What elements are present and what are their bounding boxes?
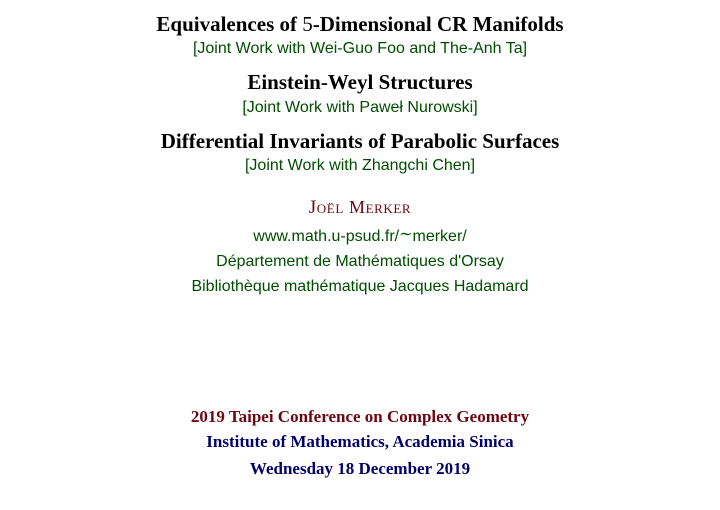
talk-title-2: Einstein-Weyl Structures bbox=[247, 68, 472, 96]
author-name: Joël Merker bbox=[191, 197, 528, 219]
joint-work-2: [Joint Work with Paweł Nurowski] bbox=[242, 99, 477, 117]
title-text: -Dimensional CR Manifolds bbox=[313, 12, 564, 36]
talk-title-3: Differential Invariants of Parabolic Sur… bbox=[161, 127, 560, 155]
author-library: Bibliothèque mathématique Jacques Hadama… bbox=[191, 278, 528, 296]
author-dept: Département de Mathématiques d'Orsay bbox=[191, 253, 528, 271]
joint-work-1: [Joint Work with Wei-Guo Foo and The-Anh… bbox=[193, 40, 527, 58]
talk-title-1: Equivalences of 5-Dimensional CR Manifol… bbox=[156, 10, 563, 38]
tilde-icon: ∼ bbox=[399, 226, 412, 243]
joint-work-3: [Joint Work with Zhangchi Chen] bbox=[245, 157, 475, 175]
title-text: Equivalences of bbox=[156, 12, 302, 36]
author-rest: oël Merker bbox=[317, 197, 411, 217]
url-post: merker/ bbox=[413, 228, 467, 245]
author-url: www.math.u-psud.fr/∼merker/ bbox=[191, 226, 528, 246]
author-block: Joël Merker www.math.u-psud.fr/∼merker/ … bbox=[191, 197, 528, 296]
author-initial: J bbox=[309, 197, 317, 218]
conference-date: Wednesday 18 December 2019 bbox=[191, 456, 529, 482]
url-pre: www.math.u-psud.fr/ bbox=[253, 228, 399, 245]
title-number: 5 bbox=[302, 12, 313, 36]
slide-page: Equivalences of 5-Dimensional CR Manifol… bbox=[0, 0, 720, 510]
venue-name: Institute of Mathematics, Academia Sinic… bbox=[191, 429, 529, 455]
footer-block: 2019 Taipei Conference on Complex Geomet… bbox=[191, 404, 529, 482]
conference-name: 2019 Taipei Conference on Complex Geomet… bbox=[191, 404, 529, 430]
